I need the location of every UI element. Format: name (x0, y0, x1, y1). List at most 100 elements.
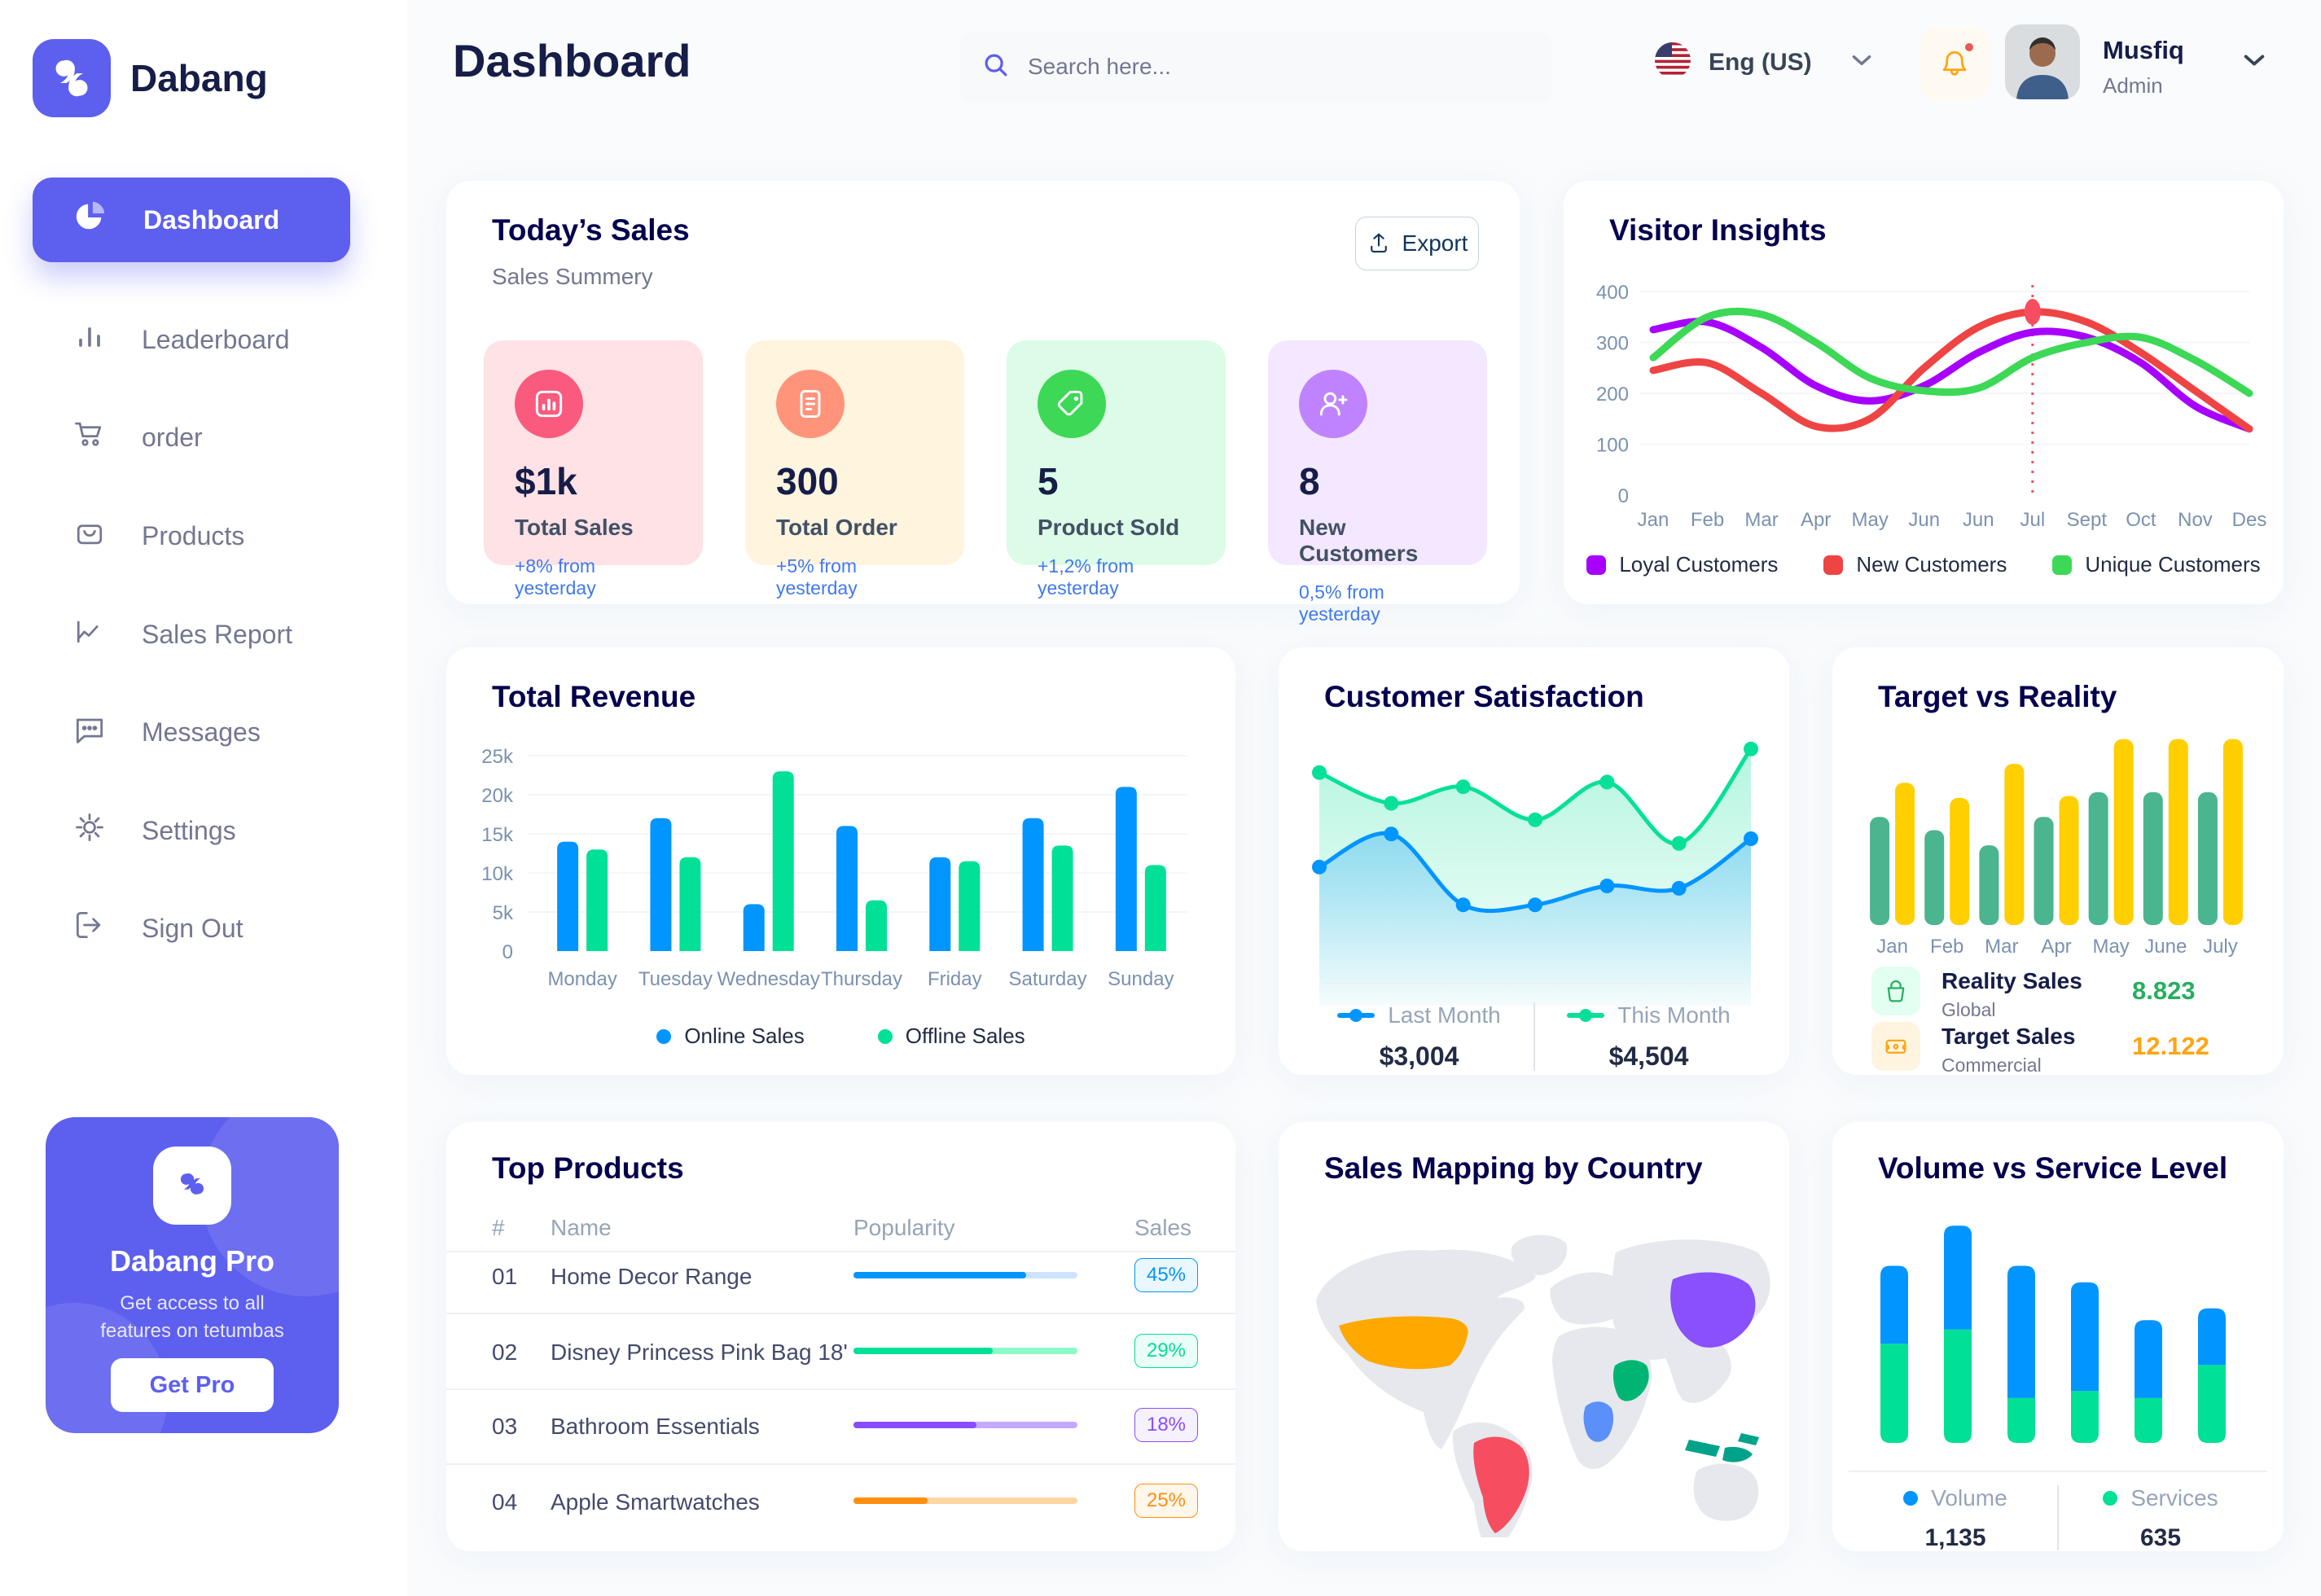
card-title: Visitor Insights (1609, 213, 1827, 247)
target-sales-legend: Target Sales Commercial 12.122 (1871, 1022, 2254, 1076)
volume-total: 1,135 (1924, 1524, 1986, 1551)
line-chart-icon (72, 613, 107, 656)
notification-badge (1963, 41, 1976, 54)
svg-text:25k: 25k (481, 746, 514, 768)
svg-text:July: July (2203, 936, 2238, 957)
sidebar-item-label: Sign Out (142, 913, 244, 943)
card-title: Volume vs Service Level (1878, 1151, 2228, 1185)
gear-icon (72, 809, 107, 852)
user-name: Musfiq (2103, 36, 2184, 64)
svg-text:Thursday: Thursday (821, 968, 902, 990)
legend-swatch (1823, 555, 1844, 575)
svg-text:300: 300 (1596, 333, 1629, 355)
customer-satisfaction-chart (1312, 741, 1758, 1006)
sidebar-item-leaderboard[interactable]: Leaderboard (33, 300, 350, 379)
sidebar-item-label: order (142, 422, 203, 452)
stat-card-new-customers: 8 New Customers 0,5% from yesterday (1268, 340, 1487, 625)
target-sales-value: 12.122 (2132, 1032, 2209, 1060)
brand-logo-icon (33, 39, 111, 117)
col-header-num: # (492, 1215, 505, 1240)
bag-icon (72, 515, 107, 557)
svg-text:Jul: Jul (2020, 509, 2045, 531)
us-flag-icon (1655, 42, 1691, 82)
get-pro-button[interactable]: Get Pro (111, 1358, 274, 1412)
sidebar: Dabang Dashboard Leaderboard order Produ… (0, 0, 407, 1596)
user-role: Admin (2103, 73, 2163, 98)
total-revenue-chart: 0 5k 10k 15k 20k 25k Monday Tuesday Wednesday Thu… (481, 746, 1187, 990)
volume-vs-service-chart (1880, 1226, 2226, 1443)
bar-chart-icon (515, 370, 583, 438)
services-total: 635 (2139, 1524, 2182, 1551)
sidebar-item-settings[interactable]: Settings (33, 791, 350, 870)
divider (1324, 983, 1744, 984)
chevron-down-icon (1849, 51, 1874, 73)
card-title: Today’s Sales (492, 213, 690, 247)
svg-text:20k: 20k (481, 785, 514, 807)
svg-text:Des: Des (2232, 509, 2267, 531)
revenue-legend: Online Sales Offline Sales (446, 1024, 1235, 1049)
volume-vs-service-card: Volume vs Service Level Volume 1,135 Ser… (1832, 1122, 2284, 1551)
sign-out-icon (72, 907, 107, 949)
svg-text:100: 100 (1596, 435, 1629, 457)
target-vs-reality-chart: Jan Feb Mar Apr May June July (1870, 739, 2243, 957)
avatar[interactable] (2005, 24, 2080, 99)
svg-text:15k: 15k (481, 824, 514, 846)
sidebar-item-dashboard[interactable]: Dashboard (33, 178, 350, 262)
svg-text:10k: 10k (481, 863, 514, 885)
stat-label: Product Sold (1038, 515, 1180, 540)
reality-sales-value: 8.823 (2132, 976, 2196, 1005)
svg-text:Monday: Monday (547, 968, 616, 990)
svg-text:June: June (2144, 936, 2187, 957)
sidebar-item-order[interactable]: order (33, 398, 350, 476)
svg-text:May: May (1852, 509, 1889, 531)
customer-satisfaction-card: Customer Satisfaction Last Month $3,004 … (1279, 647, 1789, 1075)
svg-text:Feb: Feb (1930, 936, 1963, 957)
target-vs-reality-card: Target vs Reality Jan Feb Mar Apr May June Jul… (1832, 647, 2284, 1076)
sidebar-item-sign-out[interactable]: Sign Out (33, 889, 350, 967)
stat-delta: 0,5% from yesterday (1299, 581, 1384, 625)
svg-text:0: 0 (502, 941, 513, 963)
svg-text:Jan: Jan (1638, 509, 1669, 531)
cart-icon (72, 416, 107, 458)
export-button[interactable]: Export (1355, 217, 1479, 270)
sidebar-item-products[interactable]: Products (33, 497, 350, 575)
svg-text:Apr: Apr (2041, 936, 2071, 957)
order-file-icon (776, 370, 845, 438)
pie-chart-icon (72, 198, 109, 242)
svg-text:Tuesday: Tuesday (638, 968, 713, 990)
export-icon (1370, 233, 1387, 253)
legend-swatch (2052, 555, 2073, 575)
profile-chevron-down-icon[interactable] (2241, 50, 2267, 74)
stat-card-total-sales: $1k Total Sales +8% from yesterday (484, 340, 703, 598)
visitor-legend: Loyal Customers New Customers Unique Cus… (1564, 552, 2284, 577)
svg-text:400: 400 (1596, 282, 1629, 304)
col-header-popularity: Popularity (853, 1215, 955, 1240)
card-title: Sales Mapping by Country (1324, 1151, 1703, 1185)
pro-title: Dabang Pro (109, 1244, 275, 1278)
card-subtitle: Sales Summery (492, 264, 653, 289)
card-title: Target vs Reality (1878, 680, 2117, 713)
sales-badge: 25% (1134, 1484, 1198, 1518)
stat-value: 8 (1299, 460, 1320, 502)
sidebar-item-sales-report[interactable]: Sales Report (33, 595, 350, 673)
stat-label: New Customers (1299, 515, 1419, 566)
sales-badge: 45% (1134, 1258, 1198, 1292)
svg-text:Mar: Mar (1985, 936, 2018, 957)
language-selector[interactable]: Eng (US) (1655, 42, 1874, 82)
sales-badge: 29% (1134, 1334, 1198, 1368)
sidebar-item-messages[interactable]: Messages (33, 693, 350, 771)
sales-badge: 18% (1134, 1408, 1198, 1442)
user-plus-icon (1299, 370, 1367, 438)
search-input[interactable] (1028, 54, 1531, 80)
sidebar-item-label: Leaderboard (142, 324, 290, 354)
world-map (1316, 1234, 1770, 1537)
svg-text:Mar: Mar (1744, 509, 1778, 531)
stat-label: Total Order (776, 515, 897, 540)
card-title: Customer Satisfaction (1324, 680, 1644, 713)
svg-text:Oct: Oct (2126, 509, 2156, 531)
stat-value: 5 (1038, 460, 1059, 502)
popularity-bar (853, 1272, 1077, 1278)
notifications-button[interactable] (1919, 28, 1990, 99)
svg-text:Feb: Feb (1691, 509, 1724, 531)
search-icon (981, 50, 1011, 85)
